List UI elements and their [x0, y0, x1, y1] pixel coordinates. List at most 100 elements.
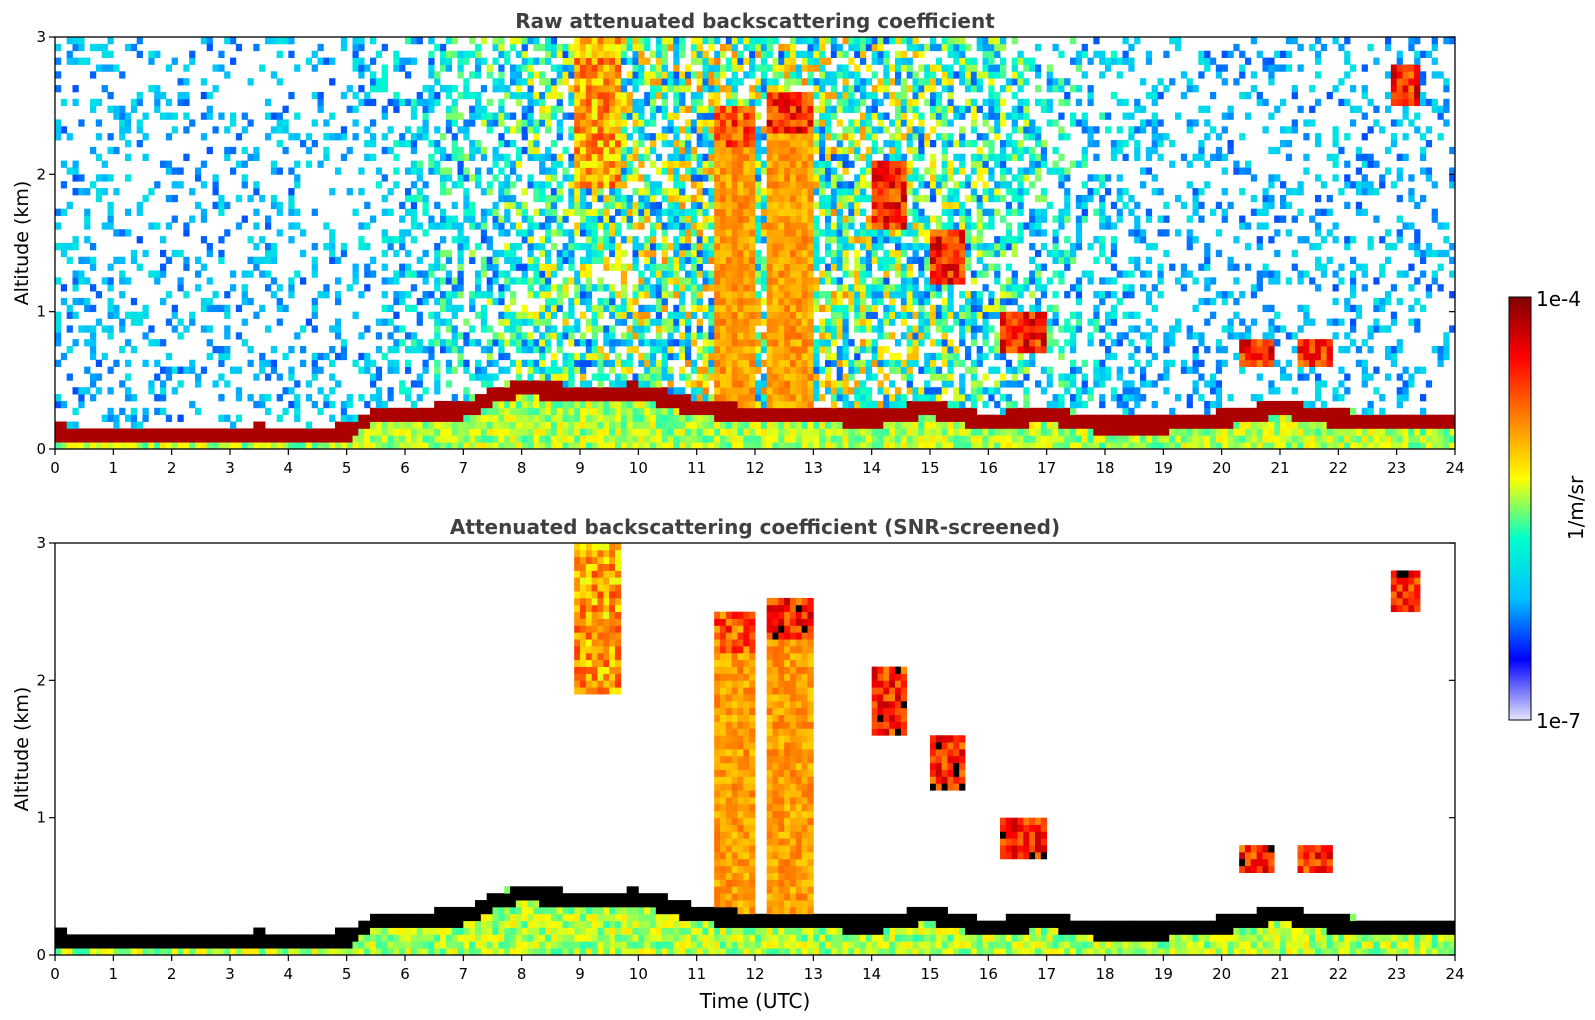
heatmap-cell [597, 181, 604, 189]
heatmap-cell [387, 188, 394, 196]
heatmap-cell [160, 160, 167, 168]
heatmap-cell [877, 325, 884, 333]
heatmap-cell [708, 140, 715, 148]
heatmap-cell [142, 359, 149, 367]
heatmap-cell [807, 256, 814, 264]
heatmap-cell [574, 284, 581, 292]
heatmap-cell [550, 112, 558, 120]
heatmap-cell [638, 373, 645, 381]
heatmap-cell [84, 215, 91, 223]
heatmap-cell [632, 146, 639, 155]
heatmap-cell [393, 297, 400, 306]
heatmap-cell [457, 160, 464, 168]
heatmap-cell [673, 146, 680, 155]
heatmap-cell [772, 414, 779, 422]
heatmap-cell [346, 414, 353, 422]
heatmap-cell [539, 442, 546, 450]
heatmap-cell [597, 105, 604, 113]
heatmap-cell [160, 428, 167, 436]
heatmap-cell [533, 71, 540, 79]
heatmap-cell [708, 249, 715, 258]
heatmap-cell [311, 208, 318, 216]
heatmap-cell [434, 160, 441, 168]
heatmap-cell [790, 194, 797, 203]
heatmap-cell [778, 263, 785, 271]
heatmap-cell [784, 414, 791, 422]
heatmap-cell [825, 112, 832, 120]
heatmap-cell [574, 421, 581, 429]
heatmap-cell [848, 91, 855, 100]
heatmap-cell [253, 373, 260, 381]
heatmap-cell [230, 284, 237, 292]
heatmap-cell [270, 249, 278, 258]
heatmap-cell [755, 43, 762, 52]
heatmap-cell [725, 352, 733, 361]
heatmap-cell [393, 57, 400, 65]
heatmap-cell [813, 201, 820, 210]
heatmap-cell [113, 442, 120, 450]
heatmap-cell [533, 270, 540, 278]
heatmap-cell [515, 85, 523, 93]
heatmap-cell [562, 394, 569, 402]
heatmap-cell [655, 380, 663, 388]
heatmap-cell [469, 50, 476, 58]
heatmap-cell [580, 291, 587, 299]
heatmap-cell [358, 85, 365, 93]
heatmap-cell [731, 133, 738, 141]
heatmap-cell [346, 146, 353, 155]
heatmap-cell [550, 284, 558, 292]
heatmap-cell [784, 208, 791, 216]
heatmap-cell [889, 91, 896, 100]
heatmap-cell [737, 435, 744, 443]
heatmap-cell [766, 188, 773, 196]
heatmap-cell [585, 394, 593, 402]
top-panel-title: Raw attenuated backscattering coefficien… [515, 9, 995, 33]
heatmap-cell [66, 243, 73, 251]
heatmap-cell [370, 270, 377, 278]
heatmap-cell [574, 181, 581, 189]
heatmap-cell [206, 249, 213, 258]
heatmap-cell [574, 64, 581, 72]
heatmap-cell [125, 373, 132, 381]
heatmap-cell [527, 332, 534, 340]
heatmap-cell [790, 380, 797, 388]
heatmap-cell [288, 236, 295, 244]
heatmap-cell [568, 366, 575, 374]
heatmap-cell [568, 43, 575, 52]
heatmap-cell [900, 394, 908, 402]
heatmap-cell [749, 208, 756, 216]
heatmap-cell [877, 43, 884, 52]
heatmap-cell [830, 181, 838, 189]
heatmap-cell [702, 85, 709, 93]
heatmap-cell [585, 201, 593, 210]
heatmap-cell [679, 174, 686, 182]
heatmap-cell [119, 428, 126, 436]
heatmap-cell [784, 284, 791, 292]
heatmap-cell [381, 133, 388, 141]
heatmap-cell [673, 194, 680, 203]
heatmap-cell [731, 201, 738, 210]
heatmap-cell [871, 304, 878, 313]
heatmap-cell [895, 387, 902, 395]
heatmap-cell [539, 332, 546, 340]
heatmap-cell [655, 325, 663, 333]
heatmap-cell [702, 133, 709, 141]
heatmap-cell [585, 442, 593, 450]
heatmap-cell [580, 201, 587, 210]
heatmap-cell [702, 339, 709, 347]
heatmap-cell [475, 146, 482, 155]
heatmap-cell [218, 249, 225, 258]
heatmap-cell [375, 167, 383, 175]
heatmap-cell [842, 229, 849, 237]
heatmap-cell [597, 277, 604, 285]
heatmap-cell [492, 222, 499, 230]
heatmap-cell [399, 442, 406, 450]
heatmap-cell [877, 387, 884, 395]
heatmap-cell [574, 133, 581, 141]
heatmap-cell [550, 188, 558, 196]
heatmap-cell [282, 407, 289, 416]
heatmap-cell [778, 291, 785, 299]
heatmap-cell [848, 43, 855, 52]
heatmap-cell [620, 236, 628, 244]
heatmap-cell [877, 57, 884, 65]
